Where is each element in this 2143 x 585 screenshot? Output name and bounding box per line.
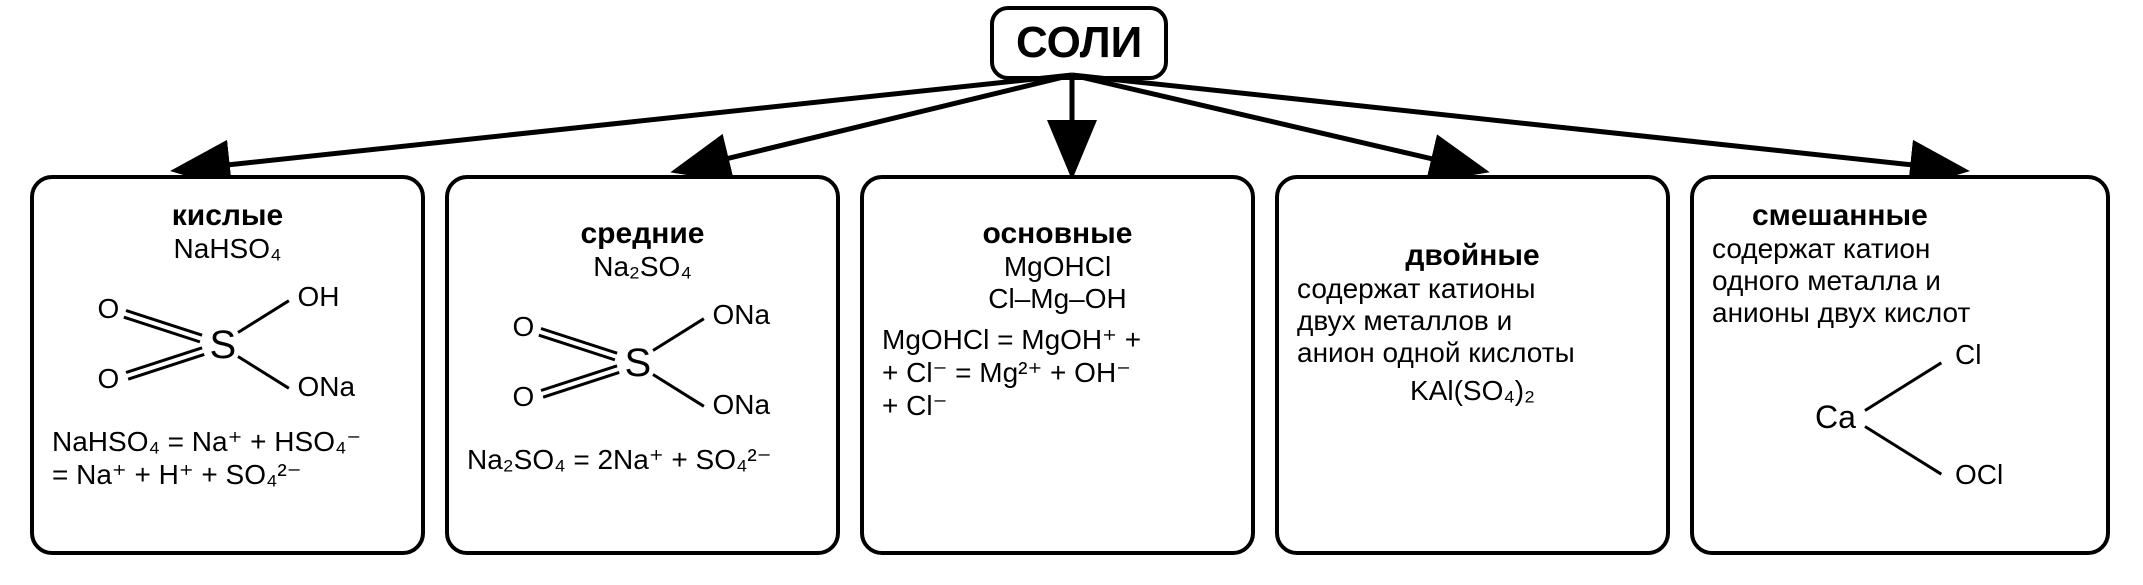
card-formula: KAl(SO₄)₂ [1297,375,1648,407]
desc-line: двух металлов и [1297,305,1648,337]
struct-bottom: OCl [1955,459,2003,491]
root-node: СОЛИ [990,6,1168,80]
desc-line: одного металла и [1712,265,2088,297]
equation-line: = Na⁺ + H⁺ + SO₄²⁻ [52,458,403,491]
card-subtitle: NaHSO₄ [52,233,403,265]
struct-top-right: OH [298,281,340,313]
equation-line: MgOHCl = MgOH⁺ + [882,323,1233,356]
desc-line: содержат катионы [1297,273,1648,305]
card-acidic: кислые NaHSO₄ O O S OH ONa NaHSO₄ = Na⁺ … [30,175,425,555]
equation-line: Na₂SO₄ = 2Na⁺ + SO₄²⁻ [467,443,818,476]
card-normal: средние Na₂SO₄ O O S ONa ONa Na₂SO₄ = 2N… [445,175,840,555]
struct-bottom-right: ONa [713,389,771,421]
equation-line: NaHSO₄ = Na⁺ + HSO₄⁻ [52,425,403,458]
card-mixed: смешанные содержат катион одного металла… [1690,175,2110,555]
card-extra-sub: Cl–Mg–OH [882,283,1233,315]
desc-line: анион одной кислоты [1297,337,1648,369]
structure-sulfuric-ona-ona: O O S ONa ONa [513,293,773,433]
struct-top: Cl [1955,339,1981,371]
card-double: двойные содержат катионы двух металлов и… [1275,175,1670,555]
struct-bottom-right: ONa [298,371,356,403]
structure-ca-cl-ocl: Ca Cl OCl [1775,339,2025,499]
card-basic: основные MgOHCl Cl–Mg–OH MgOHCl = MgOH⁺ … [860,175,1255,555]
root-label: СОЛИ [1016,18,1142,67]
card-title: средние [467,217,818,251]
card-title: кислые [52,199,403,233]
desc-line: содержат катион [1712,233,2088,265]
structure-sulfuric-oh-ona: O O S OH ONa [98,275,358,415]
card-title: смешанные [1712,199,2088,233]
desc-line: анионы двух кислот [1712,297,2088,329]
equation-line: + Cl⁻ [882,389,1233,422]
card-title: основные [882,217,1233,251]
card-subtitle: MgOHCl [882,251,1233,283]
card-subtitle: Na₂SO₄ [467,251,818,283]
struct-center: Ca [1815,399,1856,436]
equation-line: + Cl⁻ = Mg²⁺ + OH⁻ [882,356,1233,389]
card-title: двойные [1297,239,1648,273]
struct-top-right: ONa [713,299,771,331]
